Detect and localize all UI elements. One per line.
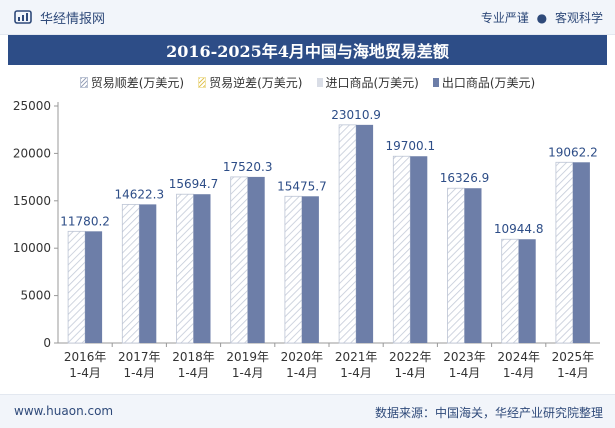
bar-trade-surplus: [501, 238, 520, 344]
x-tick-label-year: 2025年: [552, 350, 595, 364]
chart-title-bar: 2016-2025年4月中国与海地贸易差额: [8, 35, 607, 65]
footer-bar: www.huaon.com 数据来源：中国海关，华经产业研究院整理: [0, 394, 615, 428]
bar-trade-surplus: [392, 155, 411, 344]
bar-exports: [301, 196, 319, 343]
data-label: 15694.7: [169, 177, 219, 191]
brand-name: 华经情报网: [40, 12, 106, 27]
data-label: 16326.9: [440, 171, 490, 185]
bar-trade-surplus: [176, 193, 194, 344]
legend-swatch-trade-deficit: [198, 76, 207, 88]
bar-exports: [356, 124, 374, 344]
legend-item-trade-surplus: 贸易顺差(万美元): [79, 72, 185, 92]
bar-exports: [247, 176, 265, 343]
top-bar: 华经情报网 专业严谨 ● 客观科学: [0, 0, 615, 35]
bar-exports: [193, 194, 211, 343]
bar-trade-surplus: [67, 230, 86, 344]
x-tick-label-period: 1-4月: [286, 366, 318, 380]
x-tick-label-year: 2016年: [64, 350, 107, 364]
legend-label-exports: 出口商品(万美元): [441, 75, 536, 90]
slogan-separator: ●: [536, 11, 548, 25]
legend-label-trade-deficit: 贸易逆差(万美元): [209, 75, 303, 90]
x-tick-label-period: 1-4月: [178, 366, 210, 380]
y-tick-label: 25000: [13, 99, 51, 113]
bar-exports: [464, 188, 482, 343]
data-label: 19700.1: [385, 139, 435, 153]
legend-swatch-imports: [316, 77, 323, 87]
x-tick-label-year: 2019年: [226, 350, 269, 364]
legend-item-trade-deficit: 贸易逆差(万美元): [198, 72, 303, 92]
y-tick-label: 10000: [13, 241, 51, 255]
x-tick-label-year: 2021年: [335, 350, 378, 364]
legend-item-exports: 出口商品(万美元): [432, 72, 536, 92]
data-label: 19062.2: [548, 145, 598, 159]
x-tick-label-year: 2017年: [118, 350, 161, 364]
legend-label-trade-surplus: 贸易顺差(万美元): [90, 75, 185, 90]
y-tick-label: 5000: [20, 289, 51, 303]
legend-swatch-exports: [432, 77, 439, 87]
chart-legend: 贸易顺差(万美元) 贸易逆差(万美元) 进口商品(万美元) 出口商品(万美元): [0, 72, 615, 92]
data-label: 10944.8: [494, 222, 544, 236]
x-tick-label-year: 2018年: [172, 350, 215, 364]
y-tick-label: 15000: [13, 194, 51, 208]
x-tick-label-period: 1-4月: [449, 366, 481, 380]
data-label: 11780.2: [60, 214, 110, 228]
x-tick-label-period: 1-4月: [503, 366, 535, 380]
bar-trade-surplus: [555, 161, 574, 344]
x-tick-label-period: 1-4月: [232, 366, 264, 380]
x-tick-label-year: 2023年: [443, 350, 486, 364]
footer-url: www.huaon.com: [14, 404, 114, 418]
data-label: 15475.7: [277, 179, 327, 193]
legend-swatch-trade-surplus: [79, 76, 88, 88]
x-tick-label-period: 1-4月: [123, 366, 155, 380]
chart-title: 2016-2025年4月中国与海地贸易差额: [166, 42, 449, 61]
y-tick-label: 20000: [13, 146, 51, 160]
x-tick-label-period: 1-4月: [340, 366, 372, 380]
bar-exports: [518, 239, 536, 343]
slogan-left: 专业严谨: [480, 11, 529, 25]
slogan-right: 客观科学: [554, 11, 603, 25]
data-label: 14622.3: [114, 187, 164, 201]
bar-exports: [85, 231, 103, 343]
x-tick-label-period: 1-4月: [69, 366, 101, 380]
data-label: 23010.9: [331, 108, 381, 122]
x-tick-label-year: 2024年: [497, 350, 540, 364]
x-tick-label-year: 2020年: [281, 350, 324, 364]
bar-exports: [410, 156, 428, 343]
legend-label-imports: 进口商品(万美元): [325, 75, 419, 90]
x-tick-label-period: 1-4月: [557, 366, 589, 380]
data-label: 17520.3: [223, 160, 273, 174]
y-tick-label: 0: [43, 336, 51, 350]
bar-trade-surplus: [338, 124, 357, 344]
bar-trade-surplus: [284, 195, 303, 344]
slogan: 专业严谨 ● 客观科学: [481, 9, 603, 26]
bar-exports: [572, 162, 590, 343]
x-tick-label-year: 2022年: [389, 350, 432, 364]
bar-trade-surplus: [121, 203, 140, 344]
bar-exports: [139, 204, 157, 343]
x-tick-label-period: 1-4月: [394, 366, 426, 380]
bar-chart: 0 5000 10000 15000 20000 25000 11780.2 2016年 1-…: [13, 99, 600, 380]
brand-logo-icon: [14, 10, 32, 24]
bar-trade-surplus: [447, 187, 465, 344]
footer-source: 数据来源：中国海关，华经产业研究院整理: [374, 406, 603, 420]
legend-item-imports: 进口商品(万美元): [316, 72, 419, 92]
bar-trade-surplus: [230, 176, 249, 344]
